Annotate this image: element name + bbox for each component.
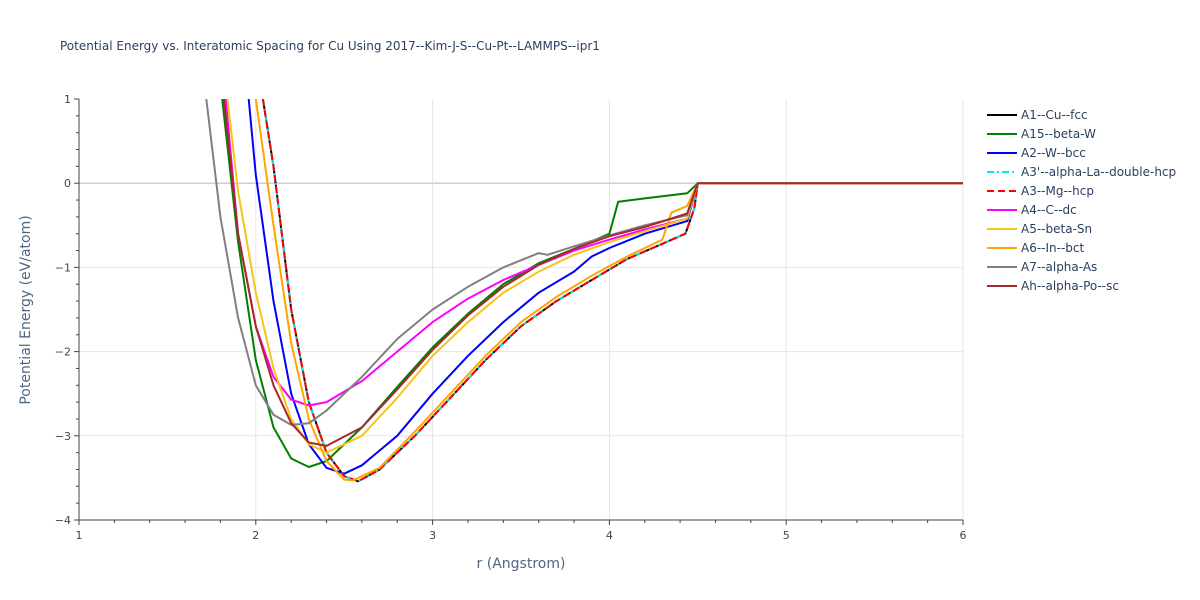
legend-label: Ah--alpha-Po--sc [1021, 279, 1119, 293]
x-tick-label: 3 [429, 529, 436, 542]
y-tick-label: −1 [55, 261, 71, 274]
x-axis-label: r (Angstrom) [477, 556, 566, 572]
legend-item[interactable]: A2--W--bcc [987, 146, 1086, 160]
legend-item[interactable]: A4--C--dc [987, 203, 1077, 217]
legend-label: A3'--alpha-La--double-hcp [1021, 165, 1176, 179]
series-line-6 [226, 99, 963, 454]
y-tick-label: −3 [55, 430, 71, 443]
legend-item[interactable]: A3--Mg--hcp [987, 184, 1094, 198]
y-tick-label: −2 [55, 346, 71, 359]
x-tick-label: 5 [783, 529, 790, 542]
y-tick-label: −4 [55, 514, 71, 527]
legend-item[interactable]: A3'--alpha-La--double-hcp [987, 165, 1176, 179]
legend-label: A7--alpha-As [1021, 260, 1097, 274]
grid [78, 99, 964, 521]
series-line-7 [254, 99, 963, 482]
legend-item[interactable]: A7--alpha-As [987, 260, 1097, 274]
series-line-5 [224, 99, 963, 407]
y-axis-ticks: 1 0 −1 −2 −3 −4 [55, 93, 79, 527]
x-axis-ticks: 1 2 3 4 5 6 [76, 520, 967, 542]
legend-label: A1--Cu--fcc [1021, 108, 1088, 122]
legend-item[interactable]: A1--Cu--fcc [987, 108, 1088, 122]
legend-item[interactable]: A15--beta-W [987, 127, 1096, 141]
y-axis-label: Potential Energy (eV/atom) [18, 215, 34, 404]
legend-label: A4--C--dc [1021, 203, 1077, 217]
series-line-3 [261, 99, 963, 483]
legend-label: A6--In--bct [1021, 241, 1085, 255]
chart-title: Potential Energy vs. Interatomic Spacing… [60, 39, 600, 53]
y-tick-label: 1 [64, 93, 71, 106]
x-tick-label: 1 [76, 529, 83, 542]
legend-label: A3--Mg--hcp [1021, 184, 1094, 198]
x-tick-label: 6 [960, 529, 967, 542]
y-tick-label: 0 [64, 177, 71, 190]
legend[interactable]: A1--Cu--fcc A15--beta-W A2--W--bcc A3'--alp… [987, 108, 1176, 293]
series-line-4 [261, 99, 963, 483]
x-tick-label: 2 [252, 529, 259, 542]
series-line-0 [261, 99, 963, 483]
legend-label: A15--beta-W [1021, 127, 1096, 141]
series-line-2 [247, 99, 963, 475]
legend-label: A2--W--bcc [1021, 146, 1086, 160]
series-lines [205, 99, 963, 483]
legend-label: A5--beta-Sn [1021, 222, 1092, 236]
legend-item[interactable]: A6--In--bct [987, 241, 1085, 255]
series-line-8 [205, 99, 963, 426]
series-line-1 [221, 99, 963, 468]
series-line-9 [223, 99, 963, 447]
x-tick-label: 4 [606, 529, 613, 542]
legend-item[interactable]: A5--beta-Sn [987, 222, 1092, 236]
legend-item[interactable]: Ah--alpha-Po--sc [987, 279, 1119, 293]
